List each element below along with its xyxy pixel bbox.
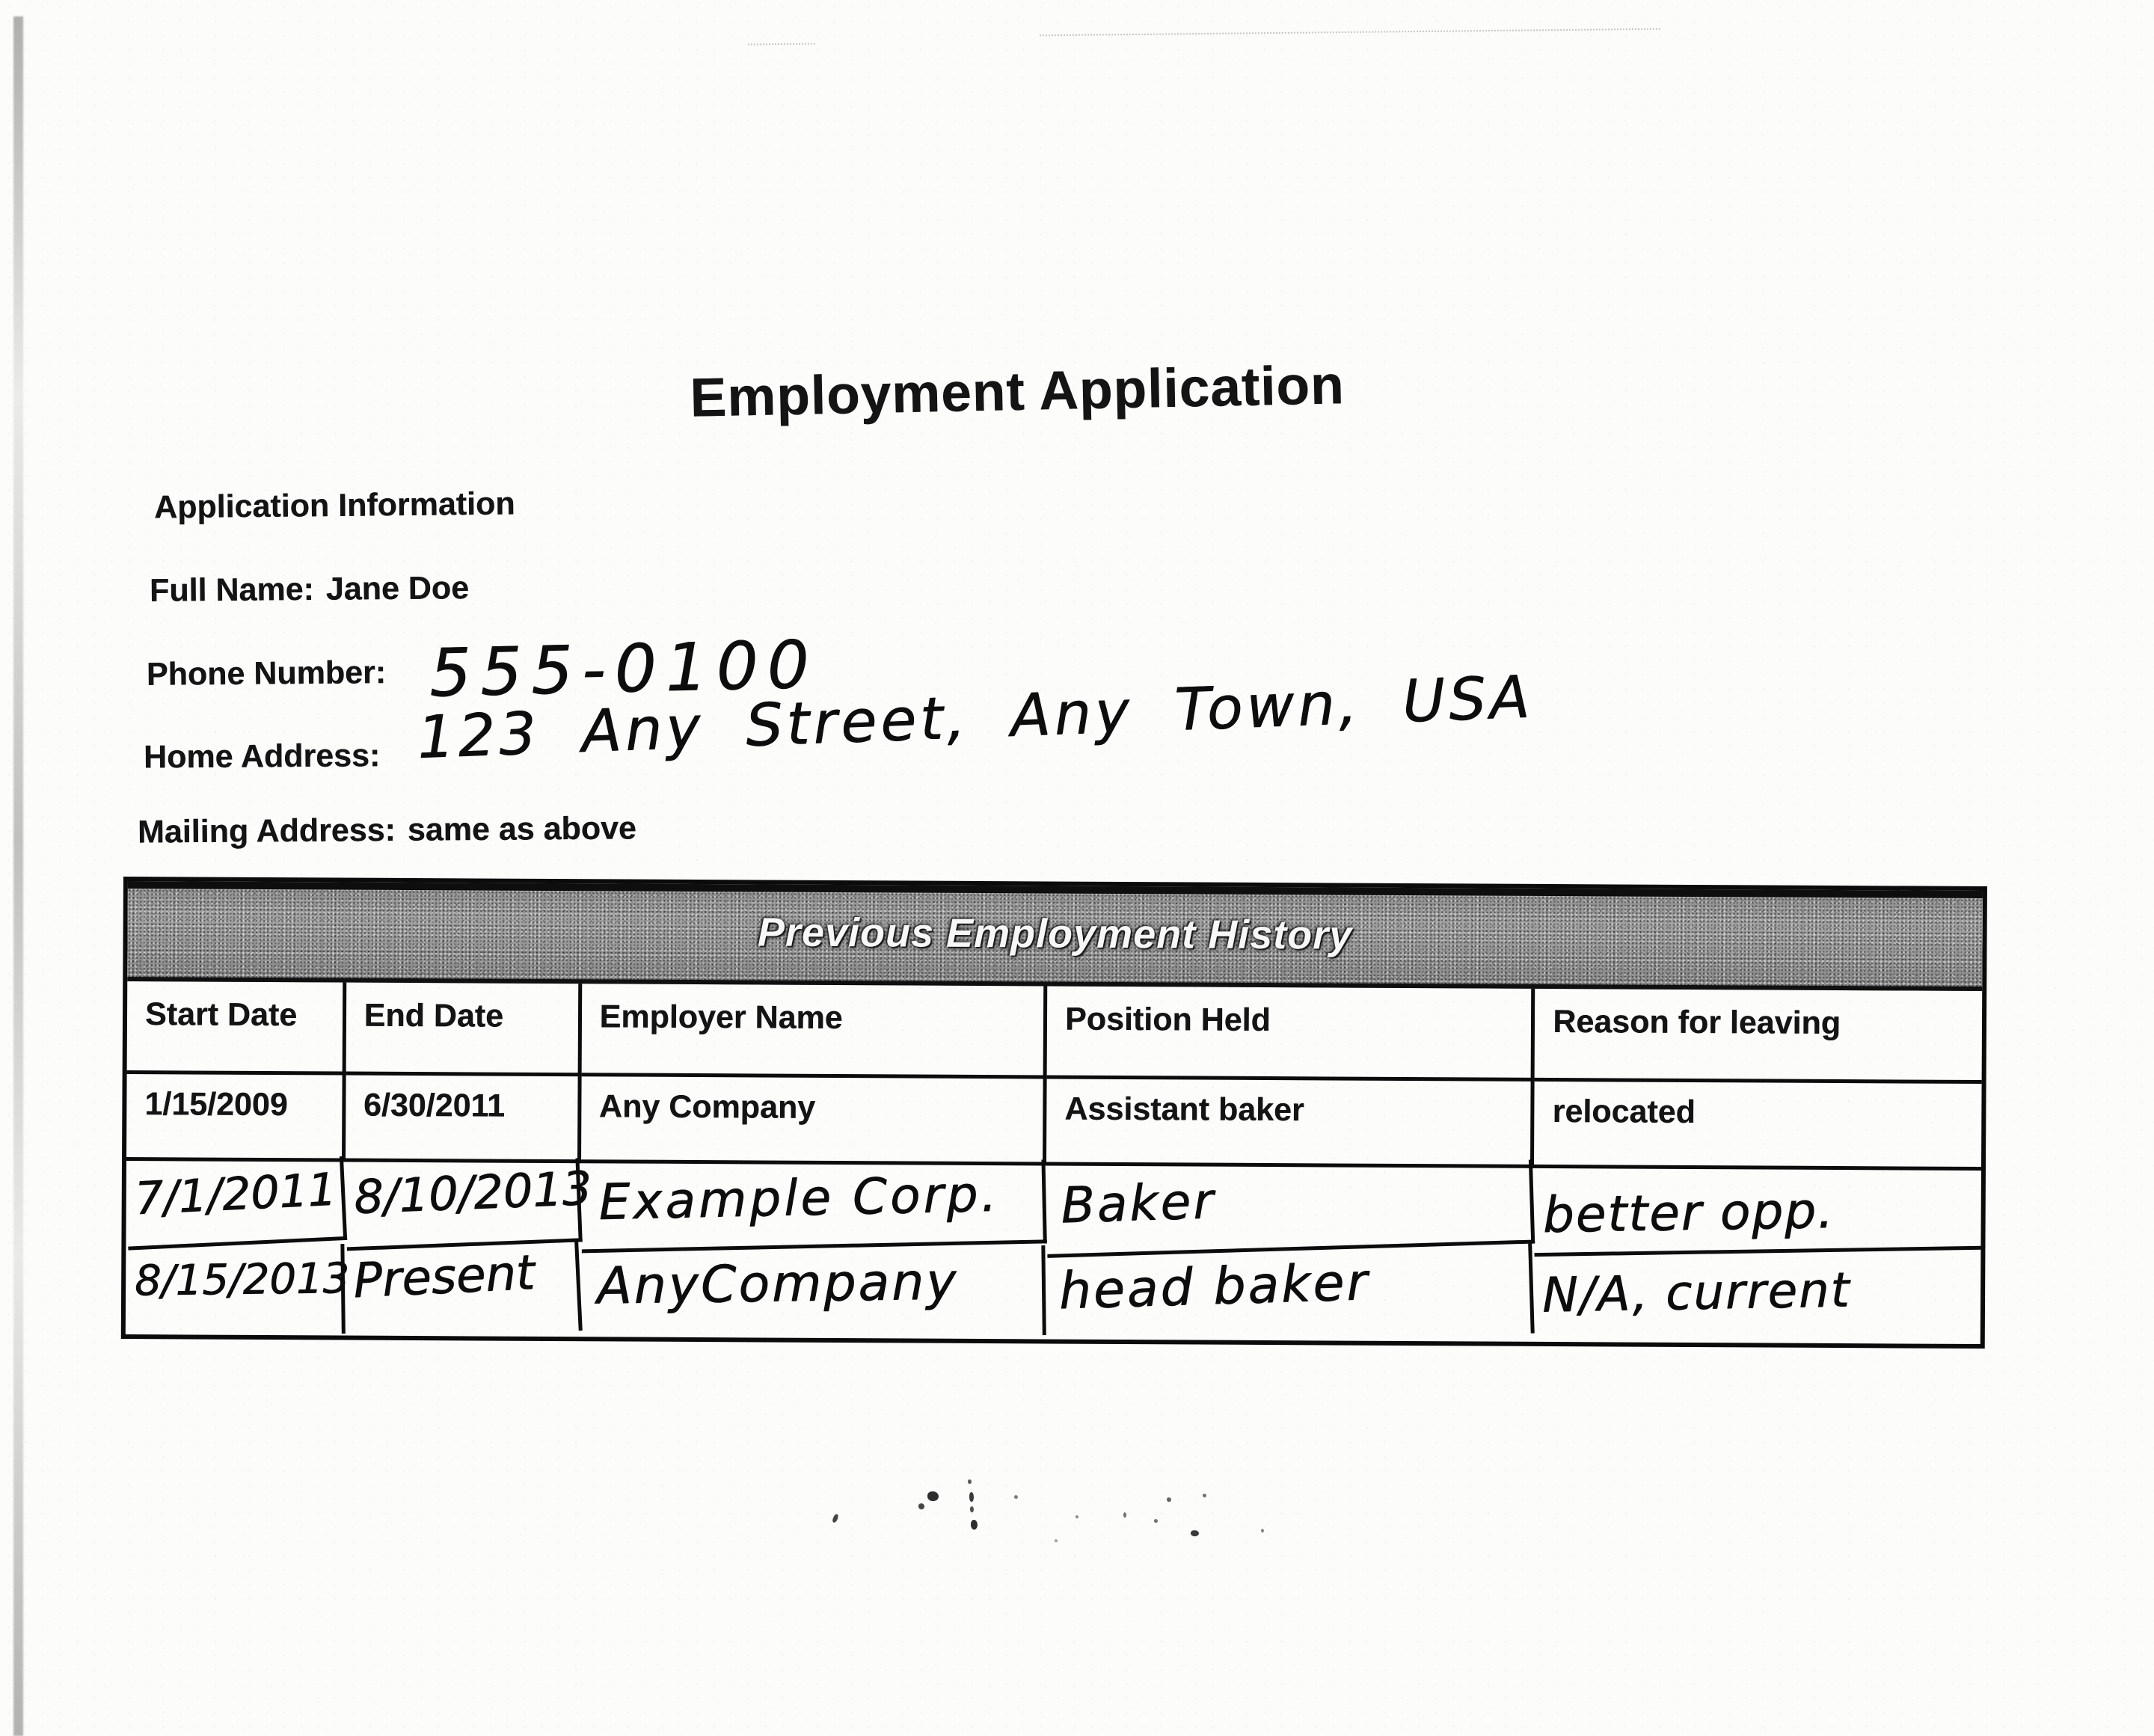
employment-history-table: Previous Employment History Start Date E… bbox=[120, 877, 1987, 1349]
home-address-field: Home Address: 123 Any Street, Any Town, … bbox=[143, 663, 1535, 776]
row2-end-date-handwritten: 8/10/2013 bbox=[343, 1158, 592, 1251]
scan-speck bbox=[968, 1479, 972, 1484]
mailing-address-field: Mailing Address: same as above bbox=[138, 810, 636, 850]
page-title: Employment Application bbox=[689, 355, 1346, 429]
row2-start-date-handwritten: 7/1/2011 bbox=[124, 1156, 347, 1251]
scan-speck bbox=[1261, 1529, 1264, 1533]
scan-speck bbox=[970, 1506, 974, 1512]
scan-faint-line bbox=[1040, 28, 1660, 37]
row1-employer-name: Any Company bbox=[580, 1076, 1047, 1166]
scan-faint-line bbox=[747, 43, 816, 46]
scan-speck bbox=[831, 1513, 840, 1524]
scan-speck bbox=[969, 1492, 974, 1502]
scan-speck bbox=[1154, 1519, 1158, 1523]
scan-speck bbox=[927, 1491, 939, 1501]
row2-reason-for-leaving-handwritten: better opp. bbox=[1533, 1165, 1982, 1257]
row2-employer-name-handwritten: Example Corp. bbox=[580, 1159, 1047, 1254]
column-header-position-held: Position Held bbox=[1046, 986, 1535, 1082]
mailing-address-label: Mailing Address: bbox=[137, 812, 396, 850]
table-grid: Start Date End Date Employer Name Positi… bbox=[124, 981, 1983, 1348]
scan-speck bbox=[918, 1503, 924, 1509]
row3-position-held-handwritten: head baker bbox=[1044, 1243, 1535, 1348]
scan-speck bbox=[1055, 1539, 1058, 1542]
row3-end-date-handwritten: Present bbox=[343, 1241, 583, 1342]
row1-end-date: 6/30/2011 bbox=[345, 1075, 582, 1164]
column-header-start-date: Start Date bbox=[126, 981, 346, 1076]
table-banner: Previous Employment History bbox=[127, 881, 1983, 992]
row1-reason-for-leaving: relocated bbox=[1534, 1081, 1982, 1171]
scan-speck bbox=[1076, 1515, 1078, 1518]
scan-speck bbox=[971, 1520, 978, 1530]
column-header-end-date: End Date bbox=[346, 982, 582, 1077]
full-name-label: Full Name: bbox=[149, 571, 315, 609]
row3-start-date-handwritten: 8/15/2013 bbox=[125, 1244, 349, 1337]
column-header-reason-for-leaving: Reason for leaving bbox=[1534, 988, 1983, 1085]
phone-number-label: Phone Number: bbox=[146, 654, 387, 693]
scan-speck bbox=[1191, 1530, 1199, 1536]
home-address-label: Home Address: bbox=[143, 737, 381, 776]
section-heading: Application Information bbox=[153, 485, 515, 526]
scan-speck bbox=[1123, 1512, 1126, 1518]
column-header-employer-name: Employer Name bbox=[581, 984, 1048, 1079]
scan-speck bbox=[1203, 1494, 1206, 1497]
scan-speck bbox=[1014, 1495, 1018, 1499]
row3-reason-for-leaving-handwritten: N/A, current bbox=[1541, 1263, 1852, 1324]
row1-start-date: 1/15/2009 bbox=[126, 1074, 346, 1162]
full-name-field: Full Name: Jane Doe bbox=[150, 570, 469, 610]
scan-speck bbox=[1167, 1497, 1171, 1502]
full-name-value: Jane Doe bbox=[325, 570, 470, 607]
mailing-address-value: same as above bbox=[407, 810, 637, 848]
row1-position-held: Assistant baker bbox=[1046, 1079, 1535, 1168]
row2-position-held-handwritten: Baker bbox=[1045, 1159, 1535, 1258]
scan-edge-strip bbox=[13, 16, 23, 1736]
row3-employer-name-handwritten: AnyCompany bbox=[579, 1245, 1046, 1341]
